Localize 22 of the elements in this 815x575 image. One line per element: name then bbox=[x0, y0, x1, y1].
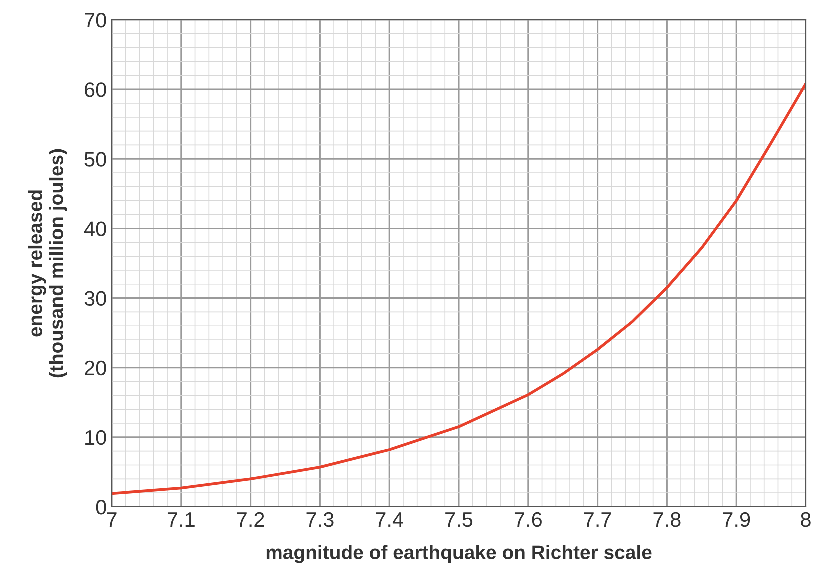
y-tick-label: 10 bbox=[86, 430, 106, 446]
x-tick-label: 8 bbox=[801, 512, 811, 528]
y-tick-label: 30 bbox=[84, 291, 106, 306]
y-tick-label: 70 bbox=[85, 13, 106, 28]
y-tick-label: 20 bbox=[85, 360, 106, 376]
x-tick-label: 7.8 bbox=[654, 512, 681, 528]
x-tick-label: 7.4 bbox=[376, 512, 404, 527]
x-tick-label: 7.6 bbox=[514, 512, 542, 528]
x-tick-label: 7.2 bbox=[237, 512, 264, 527]
y-tick-label: 50 bbox=[84, 152, 106, 167]
x-axis-title: magnitude of earthquake on Richter scale bbox=[266, 545, 652, 564]
line-series bbox=[112, 82, 806, 496]
y-axis-title: energy released (thousand million joules) bbox=[28, 149, 68, 378]
y-tick-label: 40 bbox=[84, 222, 106, 236]
y-tick-label: 0 bbox=[96, 500, 106, 515]
x-tick-label: 7 bbox=[107, 512, 117, 527]
x-tick-label: 7.7 bbox=[584, 512, 612, 527]
x-tick-label: 7.1 bbox=[168, 512, 195, 527]
x-tick-label: 7.9 bbox=[723, 512, 750, 528]
y-tick-label: 60 bbox=[85, 82, 106, 98]
x-tick-label: 7.3 bbox=[306, 512, 334, 528]
x-tick-label: 7.5 bbox=[446, 512, 473, 528]
